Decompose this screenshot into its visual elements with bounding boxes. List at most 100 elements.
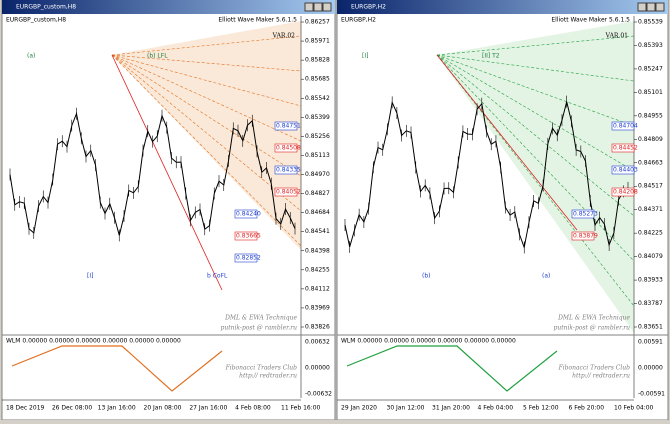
fan-line [436,35,635,56]
price-label: 0.85685 [305,76,330,83]
date-label: 5 Feb 12:00 [523,405,559,412]
fan-line [111,35,302,56]
price-label: 0.85828 [305,57,330,64]
fan-line [111,54,302,72]
sub-price-label: 0.00000 [638,365,663,372]
credit-text: DML & EWA Technique [224,315,297,322]
price-box-label: 0.84508 [276,145,301,152]
price-label: 0.84079 [638,253,663,260]
tag-label: EURGBP,H2 [341,17,376,24]
date-label: 20 Jan 08:00 [144,405,182,412]
price-box [571,231,595,241]
price-box-label: 0.84208 [613,189,638,196]
fan-line [436,54,635,262]
price-label: 0.84371 [638,206,663,213]
title-bar[interactable] [337,0,668,14]
price-box [611,165,635,175]
indicator-name: Elliott Wave Maker 5.6.1.5 [551,17,630,24]
fan-line [111,54,302,107]
credit-text: http:// redtrader.ru [572,373,630,380]
wave-label: [II] T2 [482,53,500,60]
date-label: 13 Jan 16:00 [98,405,136,412]
price-label: 0.85539 [638,19,663,26]
wave-label: (a) [27,53,35,60]
sub-label: WLM 0.00000 0.00000 0.00000 0.00000 0.00… [6,338,181,345]
price-box [571,209,595,219]
price-label: 0.83826 [305,324,330,331]
wave-label: (a) [542,273,550,280]
price-label: 0.83969 [305,304,330,311]
date-label: 6 Feb 20:00 [569,405,605,412]
price-box [274,121,298,131]
date-label: 30 Jan 12:00 [387,405,425,412]
price-box [234,253,258,263]
price-label: 0.85399 [305,114,330,121]
sub-label: WLM 0.00000 0.00000 0.00000 0.00000 0.00… [341,338,516,345]
fan-line [436,54,635,172]
tag-label: EURGBP_custom,H8 [6,17,66,24]
price-label: 0.84255 [305,266,330,273]
fib-fan [437,21,634,333]
price-label: 0.84225 [638,230,663,237]
sub-price-label: 0.00591 [638,339,663,346]
price-label: 0.84398 [305,247,330,254]
price-box [611,187,635,197]
fib-fan [112,21,301,250]
price-label: 0.84541 [305,228,330,235]
price-box-label: 0.84240 [236,211,261,218]
price-label: 0.85113 [305,152,330,159]
fan-line [111,54,302,177]
price-box [611,121,635,131]
variant-label: VAR.01 [605,33,628,40]
price-box [234,231,258,241]
date-label: 11 Feb 16:00 [281,405,321,412]
credit-text: putnik-post @ rambler.ru [220,325,297,332]
price-box-label: 0.84403 [613,167,638,174]
price-label: 0.85971 [305,38,330,45]
credit-text: http:// redtrader.ru [239,373,297,380]
price-label: 0.86257 [305,19,330,26]
price-label: 0.85247 [638,65,663,72]
wave-label: b CoFL [207,273,228,280]
date-label: 27 Jan 16:00 [189,405,227,412]
credit-text: Fibonacci Traders Club [558,365,631,372]
price-label: 0.85542 [305,95,330,102]
indicator-name: Elliott Wave Maker 5.6.1.5 [218,17,297,24]
wave-label: (b) [422,273,431,280]
fan-line [436,54,635,82]
credit-text: DML & EWA Technique [557,315,630,322]
window-button[interactable] [646,2,656,12]
price-box-label: 0.84452 [613,145,638,152]
window-button[interactable] [304,2,314,12]
price-label: 0.83787 [638,300,663,307]
wave-label: [I] [362,53,368,60]
price-box-label: 0.85273 [573,211,598,218]
trend-line [436,54,578,231]
window-button[interactable] [637,2,647,12]
price-box-label: 0.84052 [276,189,301,196]
fan-line [436,54,635,217]
date-label: 10 Feb 04:00 [614,405,654,412]
price-label: 0.84955 [638,112,663,119]
price-label: 0.85393 [638,42,663,49]
sub-price-label: 0.00000 [305,365,330,372]
price-label: 0.84970 [305,171,330,178]
date-label: 26 Dec 08:00 [52,405,93,412]
window-button[interactable] [313,2,323,12]
variant-label: VAR.02 [272,33,296,40]
price-box-label: 0.84335 [276,167,301,174]
date-label: 4 Feb 04:00 [478,405,514,412]
price-box-label: 0.82852 [236,255,261,262]
sub-price-label: -0.00591 [638,391,665,398]
price-label: 0.85256 [305,133,330,140]
window-button[interactable] [655,2,665,12]
date-label: 18 Dec 2019 [6,405,45,412]
window-button[interactable] [322,2,332,12]
trend-line [111,54,223,291]
price-label: 0.84827 [305,190,330,197]
price-box [274,165,298,175]
wave-label: (b) LFL [147,53,168,60]
price-label: 0.85101 [638,89,663,96]
price-path [344,100,629,250]
title-bar[interactable] [2,0,335,14]
